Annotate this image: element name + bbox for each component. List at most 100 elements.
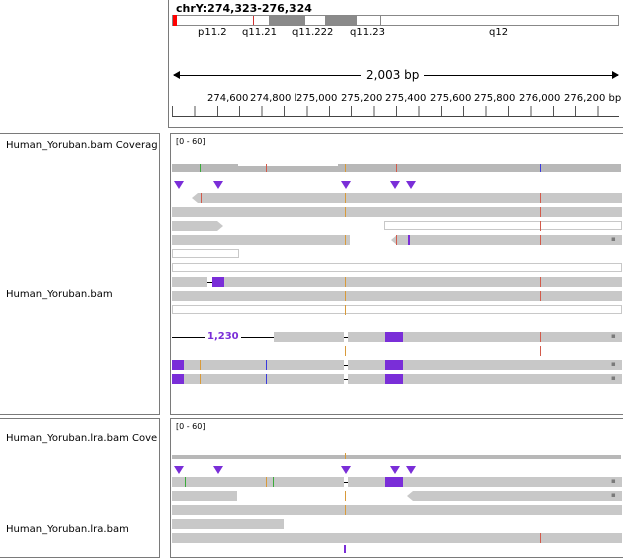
- read[interactable]: [172, 533, 622, 543]
- insertion-marker[interactable]: [174, 466, 184, 474]
- read[interactable]: [198, 193, 622, 203]
- read-mismatch: [396, 235, 397, 245]
- deletion-length-label: 1,230: [205, 331, 241, 342]
- read[interactable]: [172, 277, 207, 287]
- band-label-q11-21: q11.21: [242, 27, 277, 38]
- insertion-block[interactable]: [212, 277, 224, 287]
- read[interactable]: [172, 519, 284, 529]
- track-name-panel-1: [0, 133, 160, 415]
- ideogram-band-divider: [380, 16, 381, 25]
- insertion-marker[interactable]: [406, 181, 416, 189]
- read[interactable]: [384, 221, 622, 230]
- coverage-track-name-2[interactable]: Human_Yoruban.lra.bam Coverage: [6, 433, 158, 444]
- coverage-mismatch: [345, 164, 346, 172]
- chromosome-ideogram[interactable]: [172, 15, 619, 26]
- coverage-mismatch: [345, 453, 346, 459]
- read-mismatch: [540, 291, 541, 301]
- insertion-i-marker[interactable]: [408, 235, 410, 245]
- read[interactable]: [348, 374, 622, 384]
- band-label-q12: q12: [489, 27, 509, 38]
- insertion-marker[interactable]: [390, 181, 400, 189]
- locus-label[interactable]: chrY:274,323-276,324: [176, 2, 312, 15]
- read[interactable]: [397, 235, 622, 245]
- insertion-block[interactable]: [385, 332, 403, 342]
- alignment-track-name-1[interactable]: Human_Yoruban.bam: [6, 289, 113, 300]
- read[interactable]: [172, 477, 344, 487]
- read[interactable]: [348, 477, 622, 487]
- coverage-histogram-2[interactable]: [172, 455, 621, 459]
- insertion-block[interactable]: [385, 360, 403, 370]
- deletion-gap-line: [344, 337, 348, 338]
- insertion-marker[interactable]: [341, 181, 351, 189]
- read-mismatch: [540, 235, 541, 245]
- insertion-marker[interactable]: [390, 466, 400, 474]
- read-mismatch: [345, 277, 346, 287]
- read-mismatch: [200, 360, 201, 370]
- read[interactable]: [172, 305, 622, 314]
- read[interactable]: [224, 277, 622, 287]
- read-mismatch: [185, 477, 186, 487]
- read[interactable]: [172, 235, 350, 245]
- track-name-panel-2: [0, 418, 160, 558]
- read[interactable]: [172, 263, 622, 272]
- ideogram-band-q11-222: [325, 16, 357, 25]
- read-continues-marker: ▪: [611, 235, 616, 243]
- read[interactable]: [172, 505, 622, 515]
- read-mismatch: [540, 221, 541, 231]
- read[interactable]: [172, 249, 239, 258]
- read-mismatch: [345, 291, 346, 301]
- ideogram-current-region: [173, 15, 177, 26]
- read-continues-marker: ▪: [611, 360, 616, 368]
- ruler-tick-label: 275,800 bp: [474, 93, 532, 104]
- insertion-i-marker[interactable]: [344, 545, 346, 553]
- read[interactable]: [413, 491, 622, 501]
- insertion-marker[interactable]: [213, 181, 223, 189]
- read-mismatch: [345, 505, 346, 515]
- band-label-q11-222: q11.222: [292, 27, 334, 38]
- read[interactable]: [172, 207, 622, 217]
- read-mismatch: [266, 374, 267, 384]
- ruler-tick-label: 275,600 bp: [430, 93, 488, 104]
- read-mismatch: [201, 193, 202, 203]
- insertion-marker[interactable]: [341, 466, 351, 474]
- ruler-axis: [172, 116, 619, 117]
- read-mismatch: [345, 346, 346, 356]
- insertion-block[interactable]: [385, 374, 403, 384]
- ruler-tick-label: 276,200 bp: [564, 93, 622, 104]
- ruler-minor-ticks: [172, 106, 619, 116]
- span-arrow-right-head: [612, 71, 619, 79]
- read-continues-marker: ▪: [611, 491, 616, 499]
- coverage-mismatch: [200, 164, 201, 172]
- read[interactable]: [172, 491, 237, 501]
- read-mismatch: [540, 346, 541, 356]
- insertion-block[interactable]: [172, 360, 184, 370]
- read[interactable]: [172, 360, 344, 370]
- coverage-mismatch: [266, 164, 267, 172]
- read[interactable]: [172, 374, 344, 384]
- insertion-block[interactable]: [385, 477, 403, 487]
- insertion-marker[interactable]: [213, 466, 223, 474]
- read[interactable]: [348, 332, 622, 342]
- insertion-block[interactable]: [172, 374, 184, 384]
- coverage-mismatch: [396, 164, 397, 172]
- span-label: 2,003 bp: [361, 68, 425, 82]
- read[interactable]: [284, 519, 622, 528]
- coverage-mismatch: [540, 164, 541, 172]
- insertion-marker[interactable]: [174, 181, 184, 189]
- read-mismatch: [345, 305, 346, 315]
- read-mismatch: [345, 491, 346, 501]
- read-strand-arrow: [407, 491, 413, 501]
- coverage-track-name-1[interactable]: Human_Yoruban.bam Coverage: [6, 140, 158, 151]
- read-mismatch: [266, 477, 267, 487]
- alignment-track-name-2[interactable]: Human_Yoruban.lra.bam: [6, 524, 129, 535]
- read-strand-arrow: [391, 235, 397, 245]
- read[interactable]: [348, 360, 622, 370]
- ruler-tick-label: 274,600 bp: [207, 93, 265, 104]
- insertion-marker[interactable]: [406, 466, 416, 474]
- read-mismatch: [345, 193, 346, 203]
- read[interactable]: [274, 332, 344, 342]
- read-mismatch: [273, 477, 274, 487]
- ruler-tick-label: 275,200 bp: [341, 93, 399, 104]
- read[interactable]: [172, 291, 622, 301]
- read[interactable]: [172, 221, 217, 231]
